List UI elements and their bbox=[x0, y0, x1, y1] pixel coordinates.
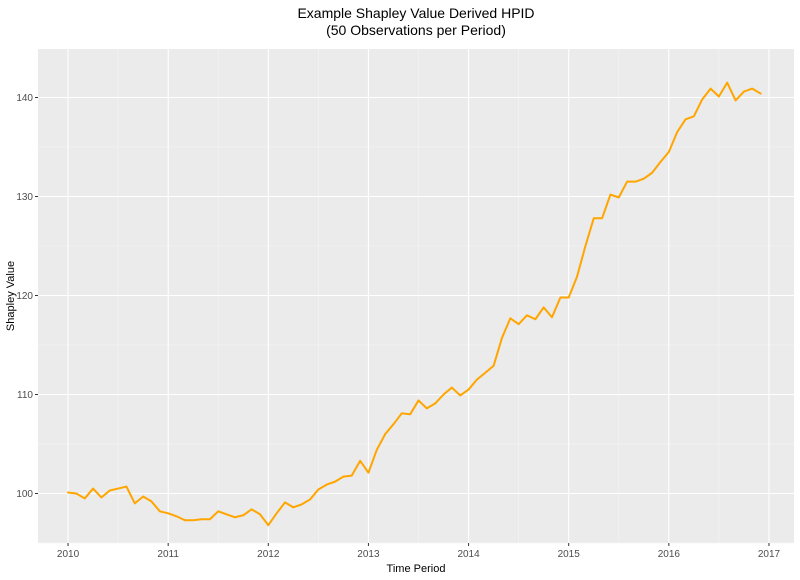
x-tick-label: 2017 bbox=[758, 549, 781, 560]
y-tick-label: 130 bbox=[16, 192, 33, 203]
major-gridlines bbox=[38, 49, 794, 543]
x-tick-label: 2016 bbox=[658, 549, 681, 560]
y-axis-label: Shapley Value bbox=[5, 261, 17, 331]
series-layer bbox=[67, 81, 762, 527]
x-tick-label: 2015 bbox=[558, 549, 581, 560]
x-tick-label: 2011 bbox=[157, 549, 179, 560]
y-tick-label: 120 bbox=[16, 291, 33, 302]
x-axis: 2010 2011 2012 2013 2014 2015 2016 2017 bbox=[57, 543, 781, 560]
x-tick-label: 2013 bbox=[357, 549, 380, 560]
y-axis: 100 110 120 130 140 bbox=[16, 93, 38, 500]
chart-title: Example Shapley Value Derived HPID bbox=[297, 5, 534, 21]
y-tick-label: 140 bbox=[16, 93, 33, 104]
x-tick-label: 2010 bbox=[57, 549, 80, 560]
x-axis-label: Time Period bbox=[387, 563, 446, 575]
series-line bbox=[67, 81, 762, 527]
chart-subtitle: (50 Observations per Period) bbox=[326, 22, 506, 38]
y-tick-label: 110 bbox=[17, 390, 33, 401]
y-tick-label: 100 bbox=[16, 489, 33, 500]
x-tick-label: 2012 bbox=[257, 549, 280, 560]
x-tick-label: 2014 bbox=[457, 549, 480, 560]
